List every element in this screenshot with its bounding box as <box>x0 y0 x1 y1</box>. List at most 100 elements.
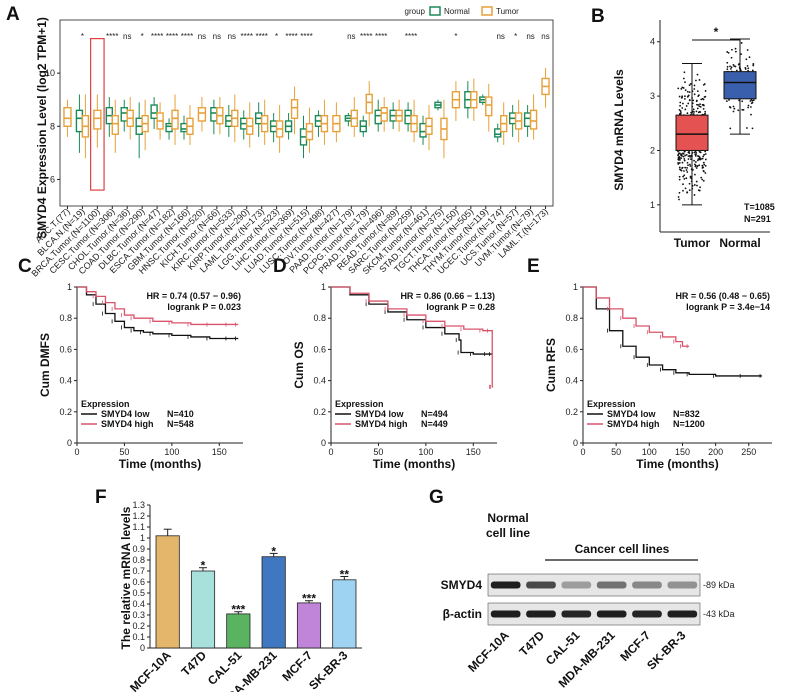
panel-b-point-tumor <box>682 77 685 80</box>
panel-b-point-tumor <box>677 163 680 165</box>
panel-b-point-tumor <box>678 175 681 178</box>
panel-b-point-tumor <box>688 152 691 154</box>
panel-b-point-normal <box>746 127 748 129</box>
panel-b-point-normal <box>726 61 729 64</box>
blot-band <box>490 581 521 589</box>
panel-b-point-tumor <box>685 177 688 180</box>
panel-b-point-tumor <box>678 152 680 155</box>
tumor-box-15-box <box>290 99 299 120</box>
panel-b-point-tumor <box>701 97 704 100</box>
panel-b-point-normal <box>732 64 735 66</box>
panel-b-point-tumor <box>704 90 707 92</box>
panel-b-point-tumor <box>682 102 684 105</box>
panel-b-point-tumor <box>689 83 692 85</box>
panel-a-sig-32: ns <box>541 32 549 41</box>
panel-b-point-normal <box>731 48 733 51</box>
panel-b-point-normal <box>751 99 754 102</box>
panel-a-sig-6: **** <box>151 32 163 41</box>
km-ylabel: Cum DMFS <box>38 333 52 397</box>
panel-b-point-tumor <box>683 71 686 74</box>
km-xtick-label: 50 <box>119 447 129 457</box>
panel-b-point-tumor <box>704 95 707 98</box>
panel-a-legend-title: group <box>405 7 426 16</box>
panel-f-ytick-label: 0.3 <box>132 610 145 620</box>
km-legend-name: SMYD4 low <box>607 409 657 419</box>
panel-label-A: A <box>6 4 20 25</box>
panel-b-point-tumor <box>704 158 707 161</box>
km-ylabel: Cum OS <box>292 341 306 388</box>
km-xtick-label: 150 <box>675 447 690 457</box>
panel-a-sig-10: ns <box>213 32 221 41</box>
panel-b-point-tumor <box>686 112 689 115</box>
panel-f-ylabel: The relative mRNA levels <box>119 506 133 649</box>
normal-box-1-box <box>75 109 84 133</box>
panel-b-point-tumor <box>678 166 681 169</box>
panel-b-point-tumor <box>678 162 681 164</box>
panel-a-sig-23: **** <box>405 32 417 41</box>
panel-b-point-tumor <box>694 153 697 156</box>
panel-a-ytick-label: 6 <box>50 174 55 184</box>
normal-box-21-box <box>374 109 382 125</box>
panel-b-point-tumor <box>678 155 681 158</box>
blot-lane-label-1: T47D <box>516 628 547 659</box>
km-ytick-label: 1 <box>573 282 578 292</box>
blot-strip-1 <box>487 602 701 626</box>
panel-b-point-tumor <box>693 184 696 186</box>
panel-f-ytick-label: 0.4 <box>132 599 145 609</box>
panel-b-point-normal <box>749 100 752 102</box>
blot-header-normal-line2: cell line <box>486 526 530 540</box>
panel-b-point-tumor <box>689 163 691 166</box>
km-ytick-label: 0 <box>573 438 578 448</box>
panel-b-point-tumor <box>689 165 692 167</box>
km-ytick-label: 0.8 <box>313 313 326 323</box>
panel-a-ylabel: SMYD4 Expression Level (log2 TPM+1) <box>35 17 49 239</box>
blot-row-label-0: SMYD4 <box>441 578 483 592</box>
panel-b-point-tumor <box>681 161 684 164</box>
km-xtick-label: 100 <box>642 447 657 457</box>
panel-b-point-normal <box>728 106 731 108</box>
panel-b-point-normal <box>749 106 752 108</box>
panel-b-point-tumor <box>686 191 689 194</box>
panel-b-point-tumor <box>693 151 696 154</box>
panel-b-point-normal <box>726 51 729 53</box>
panel-b-point-tumor <box>678 198 680 201</box>
panel-f-ytick-label: 0.7 <box>132 566 145 576</box>
panel-b-point-tumor <box>693 194 696 196</box>
panel-b-point-normal <box>725 100 728 103</box>
panel-b-point-tumor <box>702 103 705 106</box>
panel-a-sig-30: * <box>514 32 517 41</box>
panel-b-point-normal <box>738 63 740 65</box>
panel-f-ytick-label: 0.5 <box>132 588 145 598</box>
panel-a-sig-14: * <box>275 32 278 41</box>
panel-b-point-tumor <box>684 154 687 157</box>
panel-b-point-tumor <box>702 83 705 86</box>
panel-b-point-tumor <box>684 97 686 100</box>
panel-b-point-tumor <box>704 112 707 115</box>
panel-b-point-tumor <box>688 182 691 185</box>
panel-f-xlabel-0: MCF-10A <box>127 648 174 692</box>
panel-a-sig-8: **** <box>181 32 193 41</box>
panel-a-sig-13: **** <box>255 32 267 41</box>
km-ytick-label: 0 <box>67 438 72 448</box>
panel-b-point-tumor <box>681 95 684 98</box>
panel-a-sig-1: * <box>81 32 84 41</box>
km-ytick-label: 0.2 <box>565 407 578 417</box>
panel-label-E: E <box>527 256 540 277</box>
panel-b-point-normal <box>741 100 744 103</box>
panel-b-point-normal <box>729 127 732 130</box>
panel-a-sig-26: * <box>454 32 457 41</box>
panel-b-ytick-label: 4 <box>650 37 655 47</box>
blot-band <box>561 581 592 589</box>
panel-b-point-tumor <box>684 108 687 111</box>
km-legend-name: SMYD4 high <box>355 419 408 429</box>
km-xtick-label: 100 <box>164 447 179 457</box>
km-ytick-label: 0.8 <box>59 313 72 323</box>
panel-a-sig-3: **** <box>106 32 118 41</box>
km-xlabel: Time (months) <box>373 457 455 471</box>
km-xtick-label: 0 <box>328 447 333 457</box>
panel-b-ylabel: SMYD4 mRNA Levels <box>612 69 626 191</box>
tumor-box-31-box <box>529 109 538 130</box>
panel-f-bar-0 <box>155 535 180 649</box>
panel-a-sig-20: **** <box>360 32 372 41</box>
panel-a-sig-11: ns <box>228 32 236 41</box>
